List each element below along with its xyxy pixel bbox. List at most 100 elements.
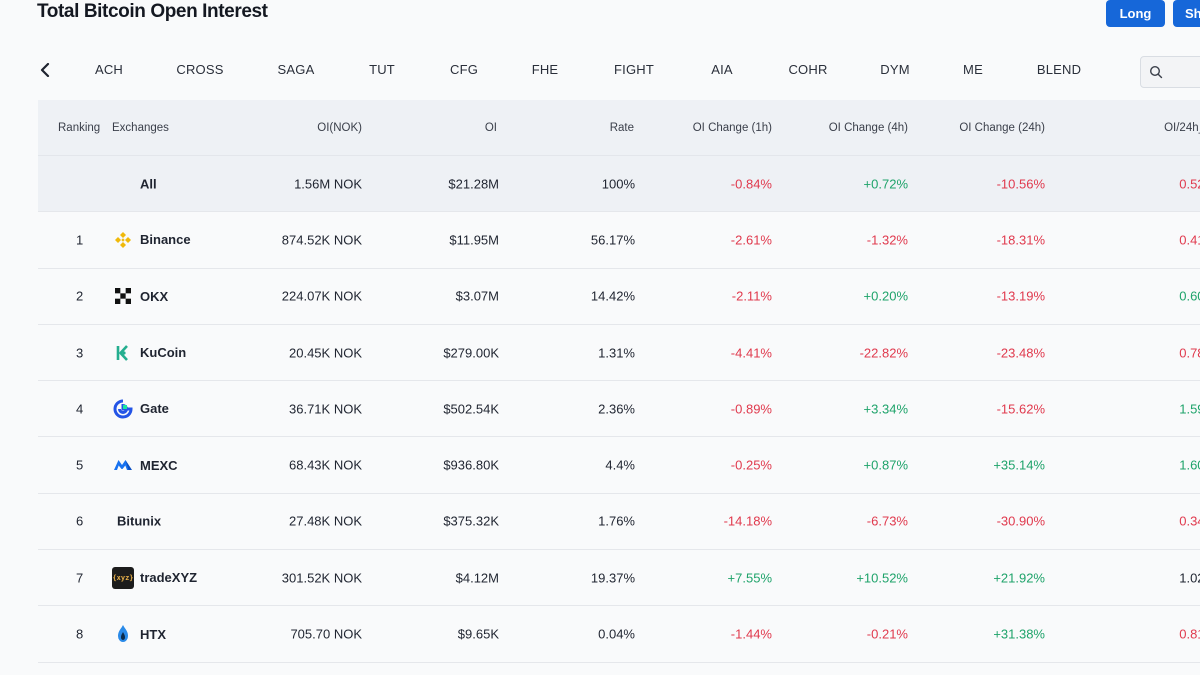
col-rate[interactable]: Rate <box>609 121 634 134</box>
oi-vol-ratio: 0.6038 <box>1179 288 1200 304</box>
col-oi-nok[interactable]: OI(NOK) <box>317 121 362 134</box>
oi-nok: 224.07K NOK <box>281 288 362 304</box>
oi-value: $3.07M <box>455 288 499 304</box>
rank: 3 <box>76 345 84 361</box>
exchange-cell[interactable]: Bitunix <box>117 514 161 529</box>
oi-change-24h: +35.14% <box>993 457 1045 473</box>
rank: 8 <box>76 626 84 642</box>
col-ranking[interactable]: Ranking <box>58 121 101 134</box>
tab-dym[interactable]: DYM <box>880 62 910 77</box>
oi-nok: 874.52K NOK <box>281 232 362 248</box>
oi-change-24h: -13.19% <box>996 288 1045 304</box>
tab-fight[interactable]: FIGHT <box>614 62 654 77</box>
exchange-cell[interactable]: HTX <box>112 623 166 645</box>
okx-logo <box>112 285 134 307</box>
table-row[interactable]: 6 Bitunix 27.48K NOK $375.32K 1.76% -14.… <box>38 493 1200 551</box>
oi-value: $936.80K <box>443 457 499 473</box>
rate: 1.76% <box>598 513 635 529</box>
table-row[interactable]: 3 KuCoin 20.45K NOK $279.00K 1.31% -4.41… <box>38 324 1200 382</box>
tab-ach[interactable]: ACH <box>94 62 124 77</box>
table-header: Ranking Exchanges OI(NOK) OI Rate OI Cha… <box>38 100 1200 156</box>
exchange-cell[interactable]: Binance <box>112 229 191 251</box>
tab-me[interactable]: ME <box>963 62 983 77</box>
col-oi-change-1h[interactable]: OI Change (1h) <box>692 121 772 134</box>
tab-cross[interactable]: CROSS <box>176 62 224 77</box>
oi-value: $21.28M <box>448 176 499 192</box>
table-row[interactable]: 1 Binance 874.52K NOK $11.95M 56.17% -2.… <box>38 212 1200 269</box>
oi-vol-ratio: 0.5278 <box>1179 176 1200 192</box>
tab-cfg[interactable]: CFG <box>449 62 479 77</box>
exchange-cell[interactable]: {xyz} tradeXYZ <box>112 566 197 589</box>
oi-vol-ratio: 0.4146 <box>1179 232 1200 248</box>
oi-change-24h: -23.48% <box>996 345 1045 361</box>
table-row[interactable]: 7 {xyz} tradeXYZ 301.52K NOK $4.12M 19.37… <box>38 550 1200 607</box>
oi-value: $4.12M <box>455 570 499 586</box>
oi-vol-ratio: 0.8162 <box>1179 626 1200 642</box>
exchange-cell[interactable]: MEXC <box>112 454 178 476</box>
tradexyz-logo: {xyz} <box>112 566 134 589</box>
table-row[interactable]: 2 OKX 224.07K NOK $3.07M 14.42% -2.11% +… <box>38 268 1200 325</box>
col-oi-change-24h[interactable]: OI Change (24h) <box>959 121 1045 134</box>
oi-change-24h: +21.92% <box>993 570 1045 586</box>
oi-change-4h: +3.34% <box>863 401 908 417</box>
exchange-name[interactable]: All <box>140 176 157 192</box>
exchange-name: Binance <box>140 232 191 248</box>
rank: 6 <box>76 513 84 529</box>
exchange-cell[interactable]: OKX <box>112 285 168 307</box>
col-exchanges[interactable]: Exchanges <box>112 121 169 134</box>
rank: 7 <box>76 570 84 586</box>
oi-change-1h: -2.11% <box>731 288 772 304</box>
table-row[interactable]: 4 Gate 36.71K NOK $502.54K 2.36% -0.89% … <box>38 381 1200 438</box>
table-row[interactable]: 8 HTX 705.70 NOK $9.65K 0.04% -1.44% -0.… <box>38 606 1200 663</box>
chevron-left-icon[interactable] <box>36 60 54 80</box>
oi-change-1h: -0.89% <box>730 401 772 417</box>
rate: 19.37% <box>590 570 635 586</box>
oi-vol-ratio: 0.3408 <box>1179 513 1200 529</box>
search-input[interactable] <box>1140 56 1200 88</box>
exchange-cell[interactable]: Gate <box>112 398 169 420</box>
oi-change-1h: -0.84% <box>730 176 772 192</box>
table-row-all[interactable]: All 1.56M NOK $21.28M 100% -0.84% +0.72%… <box>38 156 1200 213</box>
oi-value: $279.00K <box>443 345 499 361</box>
long-button[interactable]: Long <box>1106 0 1165 27</box>
oi-change-24h: -15.62% <box>996 401 1045 417</box>
oi-change-4h: +10.52% <box>856 570 908 586</box>
rate: 2.36% <box>598 401 635 417</box>
exchange-cell[interactable]: KuCoin <box>112 342 186 364</box>
tab-aia[interactable]: AIA <box>711 62 733 77</box>
mexc-logo <box>112 454 134 476</box>
exchange-name: Bitunix <box>117 513 162 529</box>
search-icon <box>1149 65 1163 79</box>
oi-nok: 20.45K NOK <box>289 345 362 361</box>
oi-change-1h: -1.44% <box>730 626 772 642</box>
coin-tabs: ACH CROSS SAGA TUT CFG FHE FIGHT AIA COHR DYM ME BL… <box>0 50 1200 92</box>
short-button[interactable]: Sh <box>1173 0 1200 27</box>
exchange-name: KuCoin <box>140 345 187 361</box>
table-row[interactable]: 5 MEXC 68.43K NOK $936.80K 4.4% -0.25% +… <box>38 437 1200 494</box>
oi-change-4h: -1.32% <box>866 232 908 248</box>
tab-fhe[interactable]: FHE <box>531 62 559 77</box>
oi-nok: 36.71K NOK <box>289 401 362 417</box>
tab-cohr[interactable]: COHR <box>788 62 828 77</box>
oi-vol-ratio: 1.6097 <box>1179 457 1200 473</box>
tab-blend[interactable]: BLEND <box>1036 62 1082 77</box>
binance-logo <box>112 229 134 251</box>
rate: 56.17% <box>590 232 635 248</box>
oi-nok: 705.70 NOK <box>290 626 362 642</box>
tab-saga[interactable]: SAGA <box>277 62 315 77</box>
oi-vol-ratio: 0.7814 <box>1179 345 1200 361</box>
htx-logo <box>112 623 134 645</box>
oi-value: $11.95M <box>449 232 499 248</box>
col-oi[interactable]: OI <box>484 121 497 134</box>
rate: 14.42% <box>590 288 635 304</box>
gate-logo <box>112 398 134 420</box>
col-oi-change-4h[interactable]: OI Change (4h) <box>828 121 908 134</box>
oi-change-24h: -10.56% <box>996 176 1045 192</box>
oi-change-1h: -2.61% <box>730 232 772 248</box>
oi-change-4h: -6.73% <box>866 513 908 529</box>
oi-change-1h: -4.41% <box>730 345 772 361</box>
rank: 4 <box>76 401 84 417</box>
tab-tut[interactable]: TUT <box>369 62 395 77</box>
col-oi-vol[interactable]: OI/24h_Vol <box>1164 121 1200 134</box>
rate: 4.4% <box>605 457 635 473</box>
